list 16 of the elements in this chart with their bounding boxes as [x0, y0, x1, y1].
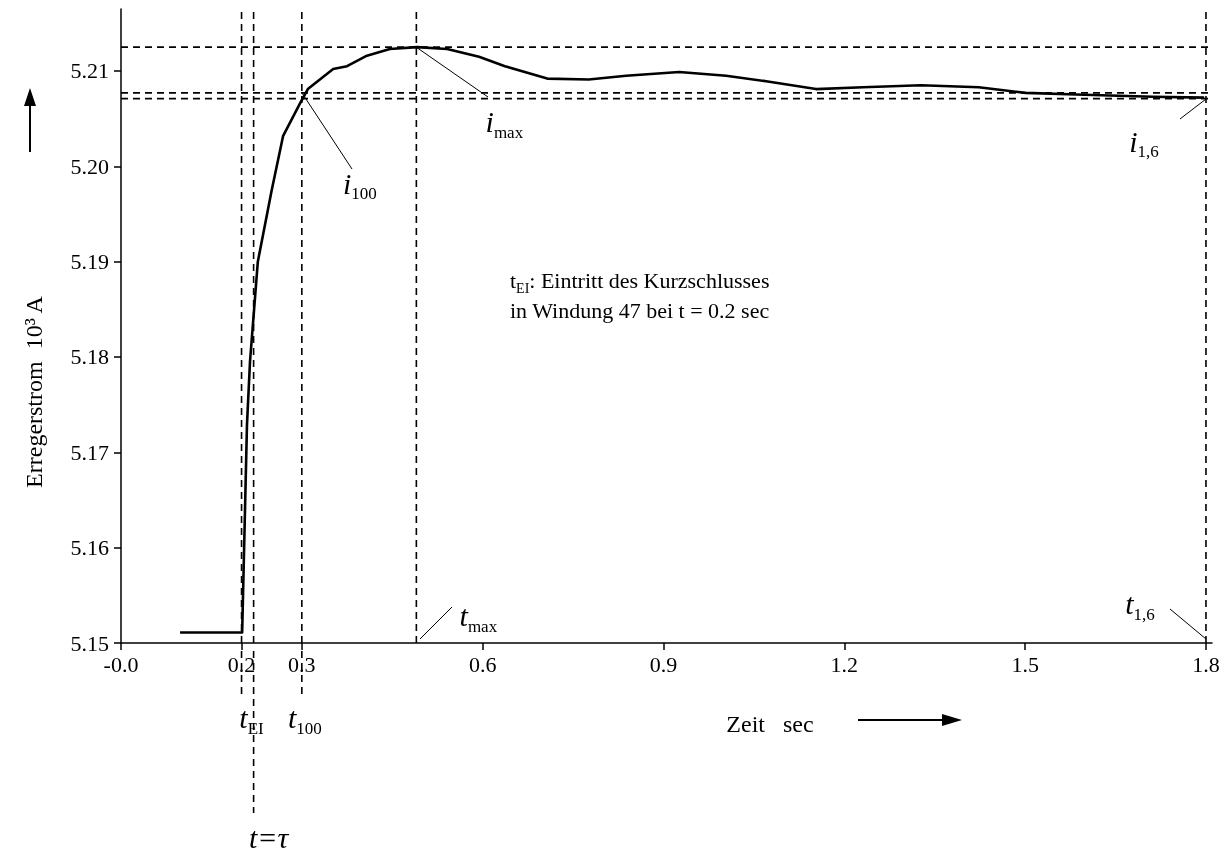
y-tick-label: 5.19	[70, 249, 109, 275]
x-tick-label: 1.8	[1192, 651, 1220, 677]
y-tick-label: 5.17	[70, 439, 109, 465]
x-tick-label: 0.2	[227, 651, 256, 677]
y-tick-label: 5.20	[70, 153, 109, 179]
y-tick-label: 5.21	[70, 58, 109, 84]
x-tick-label: 0.9	[649, 651, 678, 677]
y-tick-label: 5.18	[70, 344, 109, 370]
x-tick-label: 1.2	[830, 651, 859, 677]
ref-line-label: t=τ	[248, 821, 290, 855]
x-axis-title: Zeit sec	[726, 711, 814, 738]
x-tick-label: 0.6	[468, 651, 497, 677]
x-tick-label: 0.3	[288, 651, 316, 677]
x-tick-label: 1.5	[1011, 651, 1039, 677]
y-tick-label: 5.16	[70, 535, 109, 561]
y-axis-title: Erregerstrom 10³ A	[21, 295, 48, 488]
